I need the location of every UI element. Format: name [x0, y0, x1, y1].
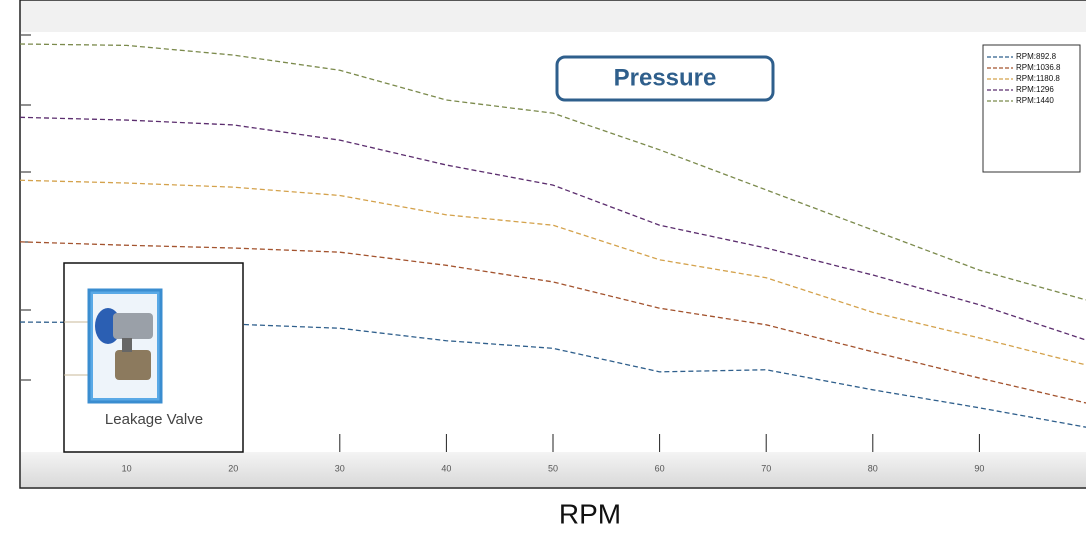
x-tick-label: 70: [761, 463, 771, 473]
x-tick-label: 50: [548, 463, 558, 473]
legend-label: RPM:1296: [1016, 85, 1054, 94]
x-tick-label: 20: [228, 463, 238, 473]
chart-title: Pressure: [614, 64, 717, 91]
x-tick-label: 40: [441, 463, 451, 473]
component-label: Leakage Valve: [105, 411, 203, 428]
x-tick-label: 10: [122, 463, 132, 473]
x-tick-label: 60: [655, 463, 665, 473]
legend-label: RPM:892.8: [1016, 52, 1057, 61]
chart: Pressure RPM 10 20 30 40 50 60 70 80 90 RPM:892.8…: [0, 0, 1086, 537]
x-tick-label: 30: [335, 463, 345, 473]
legend-label: RPM:1440: [1016, 96, 1054, 105]
x-tick-label: 80: [868, 463, 878, 473]
legend-label: RPM:1036.8: [1016, 63, 1061, 72]
legend-label: RPM:1180.8: [1016, 74, 1060, 83]
page: {"chart_data": {"type": "line", "title":…: [0, 0, 1086, 537]
x-tick-label: 90: [974, 463, 984, 473]
component-block: Leakage Valve: [64, 263, 243, 452]
x-axis-label: RPM: [559, 498, 621, 529]
